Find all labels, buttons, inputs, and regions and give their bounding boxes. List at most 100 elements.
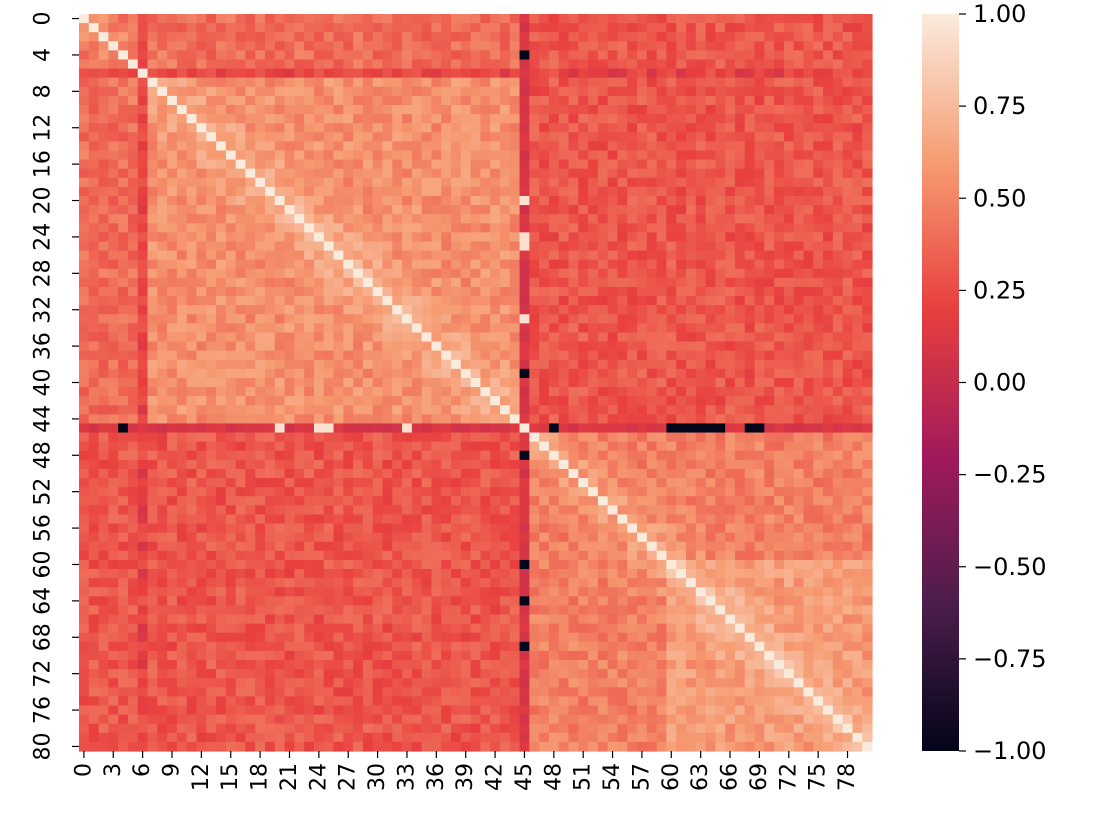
heatmap-cell <box>832 132 844 142</box>
heatmap-cell <box>842 432 854 443</box>
heatmap-cell <box>715 523 726 534</box>
heatmap-cell <box>637 414 648 425</box>
heatmap-cell <box>588 296 599 306</box>
heatmap-cell <box>186 186 198 197</box>
heatmap-cell <box>421 359 433 370</box>
heatmap-cell <box>823 195 834 206</box>
heatmap-cell <box>206 150 217 161</box>
heatmap-cell <box>568 514 579 525</box>
heatmap-cell <box>490 450 501 461</box>
heatmap-cell <box>627 59 638 70</box>
heatmap-cell <box>715 186 726 197</box>
heatmap-cell <box>637 223 648 233</box>
heatmap-cell <box>842 559 854 570</box>
heatmap-cell <box>715 32 726 42</box>
heatmap-cell <box>852 123 863 133</box>
heatmap-cell <box>509 523 521 534</box>
heatmap-cell <box>196 323 207 334</box>
heatmap-cell <box>382 405 393 415</box>
heatmap-cell <box>695 523 707 534</box>
heatmap-cell <box>411 177 423 188</box>
heatmap-cell <box>529 341 540 352</box>
heatmap-cell <box>480 205 491 215</box>
heatmap-cell <box>333 405 344 415</box>
heatmap-cell <box>294 168 305 179</box>
heatmap-cell <box>176 396 188 406</box>
heatmap-cell <box>431 350 442 361</box>
heatmap-cell <box>470 205 481 215</box>
heatmap-cell <box>392 305 403 315</box>
heatmap-cell <box>157 232 168 243</box>
heatmap-cell <box>186 23 198 33</box>
heatmap-cell <box>607 296 619 306</box>
heatmap-cell <box>646 205 658 215</box>
heatmap-cell <box>813 86 824 97</box>
heatmap-cell <box>255 423 266 434</box>
heatmap-cell <box>656 159 668 170</box>
heatmap-cell <box>372 286 384 297</box>
heatmap-cell <box>862 41 873 51</box>
heatmap-cell <box>764 423 775 434</box>
heatmap-cell <box>852 532 863 543</box>
heatmap-cell <box>235 514 247 525</box>
heatmap-cell <box>294 241 305 252</box>
heatmap-cell <box>127 232 139 243</box>
heatmap-cell <box>470 496 481 506</box>
heatmap-cell <box>206 68 217 79</box>
heatmap-cell <box>323 214 335 224</box>
heatmap-cell <box>539 150 550 161</box>
heatmap-cell <box>372 368 384 379</box>
heatmap-cell <box>225 59 237 70</box>
heatmap-cell <box>597 468 609 479</box>
heatmap-cell <box>539 341 550 352</box>
heatmap-cell <box>265 514 276 525</box>
heatmap-cell <box>862 277 873 288</box>
heatmap-cell <box>823 150 834 161</box>
heatmap-cell <box>793 259 805 270</box>
heatmap-cell <box>862 387 873 397</box>
heatmap-cell <box>421 405 433 415</box>
heatmap-cell <box>441 150 452 161</box>
heatmap-cell <box>637 95 648 106</box>
heatmap-cell <box>392 241 403 252</box>
heatmap-cell <box>235 314 247 324</box>
heatmap-cell <box>392 232 403 243</box>
heatmap-cell <box>519 277 530 288</box>
heatmap-cell <box>79 505 90 516</box>
heatmap-cell <box>823 14 834 24</box>
heatmap-cell <box>832 77 844 88</box>
heatmap-cell <box>656 259 668 270</box>
heatmap-cell <box>265 396 276 406</box>
heatmap-cell <box>304 68 315 79</box>
heatmap-cell <box>627 541 638 552</box>
heatmap-cell <box>284 505 295 516</box>
heatmap-cell <box>597 223 609 233</box>
heatmap-cell <box>372 496 384 506</box>
heatmap-cell <box>245 487 256 497</box>
heatmap-cell <box>676 323 687 334</box>
heatmap-cell <box>627 132 638 142</box>
heatmap-cell <box>558 296 570 306</box>
heatmap-cell <box>411 132 423 142</box>
heatmap-cell <box>137 505 149 516</box>
heatmap-cell <box>597 59 609 70</box>
heatmap-cell <box>196 414 207 425</box>
heatmap-cell <box>127 50 139 61</box>
heatmap-cell <box>167 195 178 206</box>
heatmap-cell <box>783 377 795 388</box>
heatmap-cell <box>685 450 697 461</box>
heatmap-cell <box>431 186 442 197</box>
heatmap-cell <box>176 205 188 215</box>
heatmap-cell <box>725 259 736 270</box>
heatmap-cell <box>509 396 521 406</box>
heatmap-cell <box>490 550 501 561</box>
heatmap-cell <box>588 195 599 206</box>
heatmap-cell <box>783 241 795 252</box>
heatmap-cell <box>392 450 403 461</box>
heatmap-cell <box>255 50 266 61</box>
heatmap-cell <box>529 305 540 315</box>
heatmap-cell <box>470 487 481 497</box>
heatmap-cell <box>529 359 540 370</box>
heatmap-cell <box>421 186 433 197</box>
heatmap-cell <box>127 259 139 270</box>
